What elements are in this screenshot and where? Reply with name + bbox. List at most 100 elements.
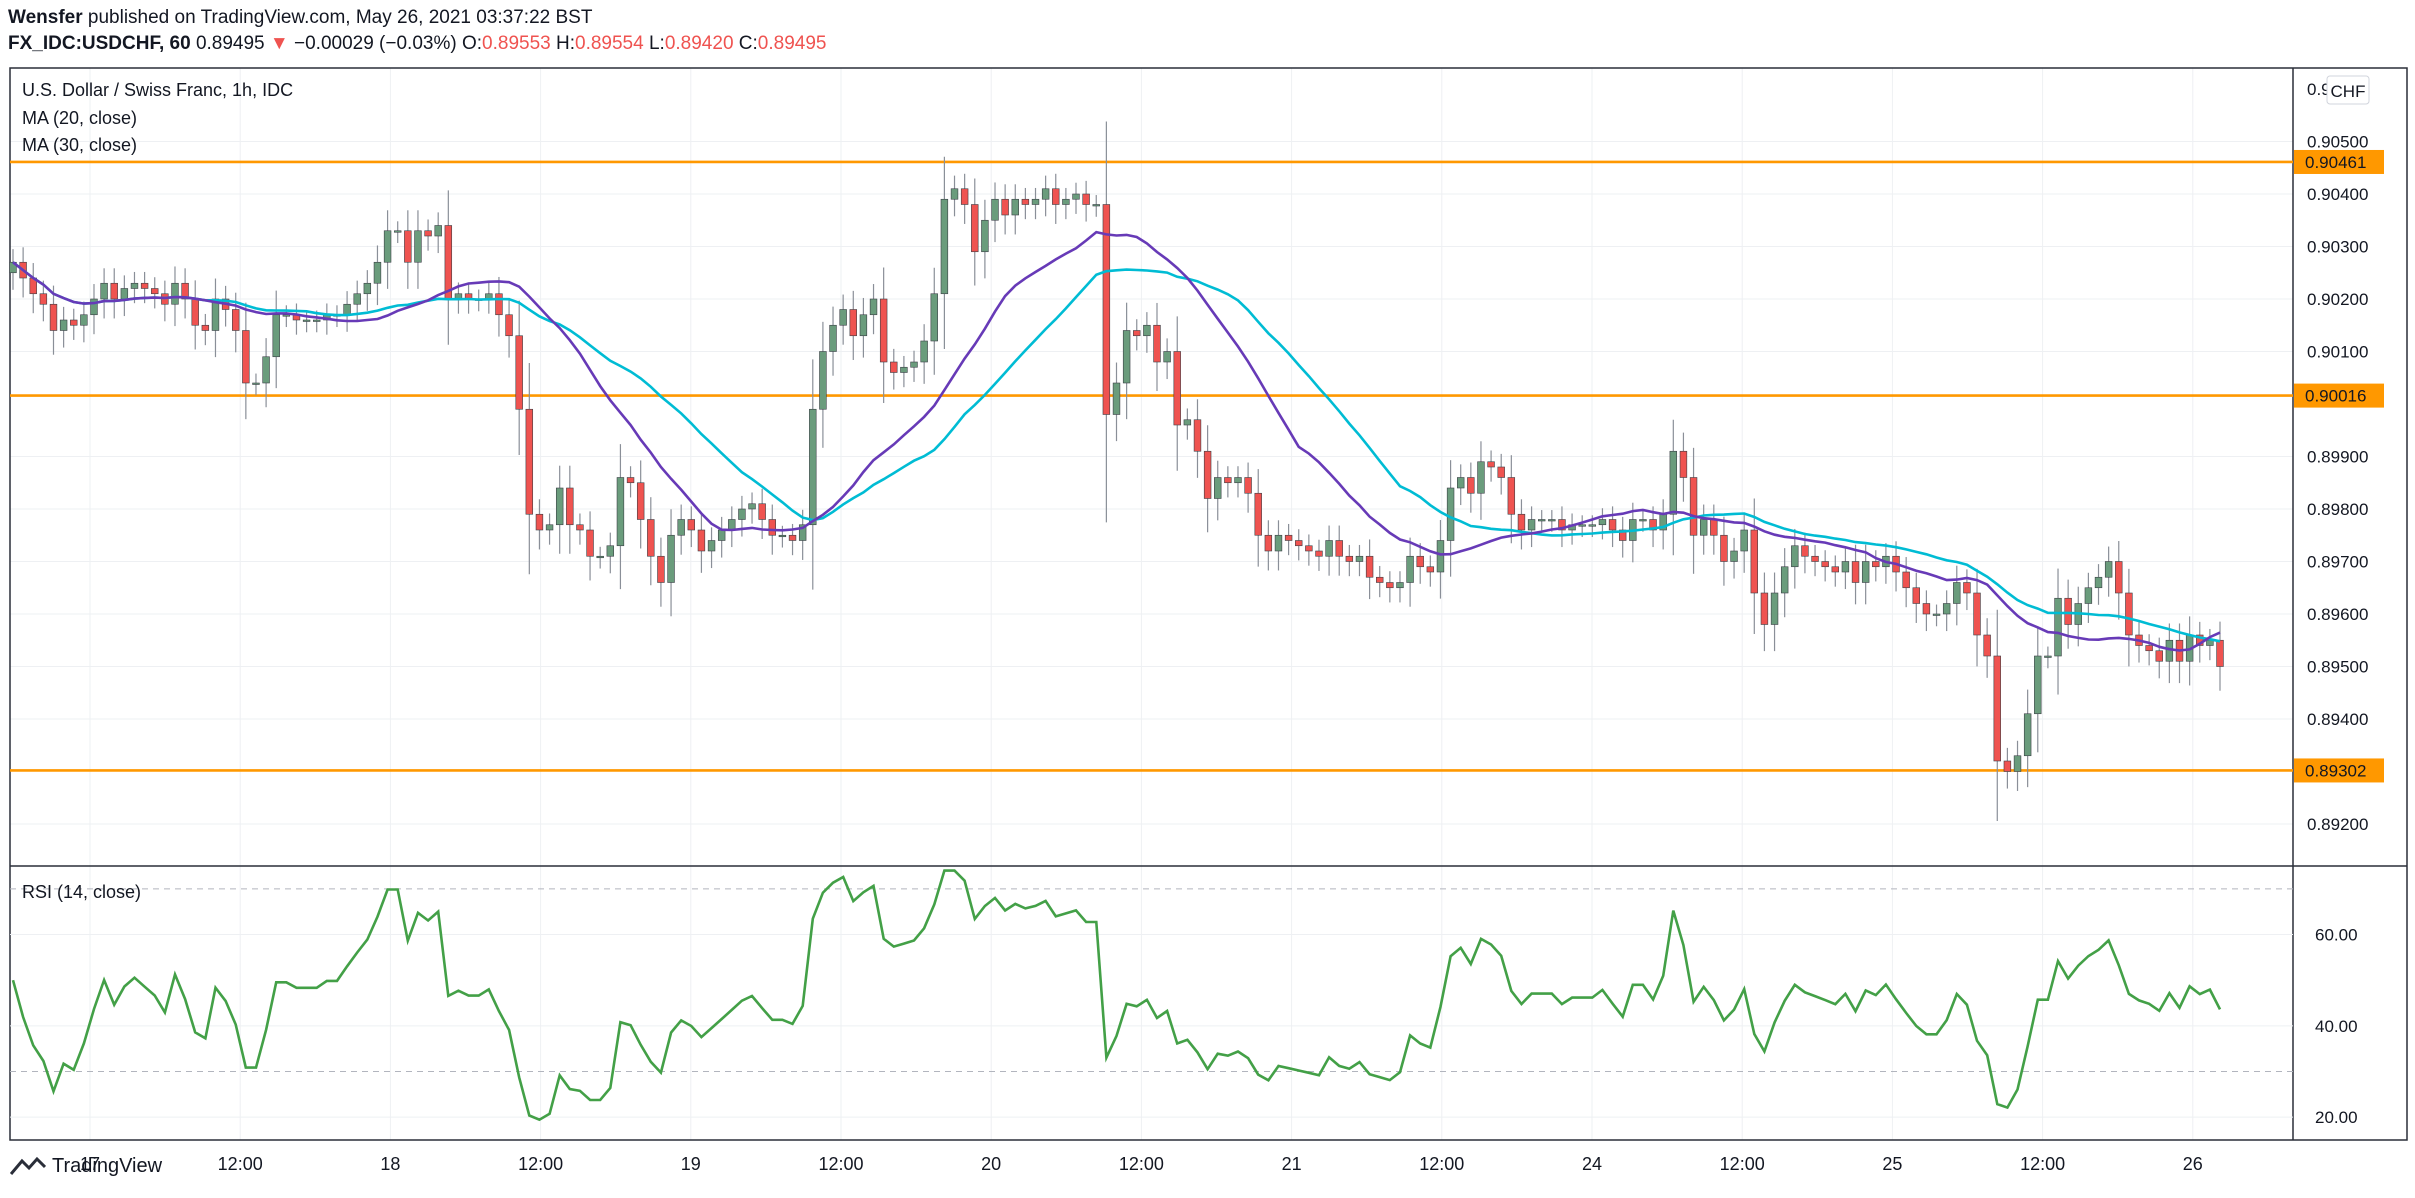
candle-down — [1922, 603, 1931, 615]
candle-up — [829, 324, 837, 352]
candle-up — [1183, 419, 1192, 426]
candle — [1092, 195, 1100, 217]
candle-down — [2125, 592, 2133, 636]
candle — [394, 221, 402, 244]
candle-down — [1497, 466, 1505, 478]
candle — [1386, 571, 1394, 603]
candle — [647, 497, 655, 586]
candle — [2094, 564, 2103, 605]
candle — [1416, 543, 1424, 584]
candle-up — [1406, 555, 1414, 583]
candle-up — [343, 303, 351, 316]
candle — [363, 270, 372, 311]
candle — [414, 210, 422, 289]
candle — [1710, 504, 1718, 555]
tradingview-logo[interactable]: TradingView — [10, 1155, 162, 1178]
candle — [809, 359, 817, 590]
candle-up — [1163, 351, 1171, 363]
candle — [1679, 432, 1688, 502]
candle — [2013, 740, 2022, 791]
candle — [1234, 466, 1242, 498]
candle-up — [667, 534, 675, 583]
price-tick-label: 0.89200 — [2307, 815, 2368, 834]
symbol-label[interactable]: FX_IDC:USDCHF, 60 — [8, 33, 191, 54]
published-text: published on TradingView.com, May 26, 20… — [87, 7, 593, 28]
rsi-pane: 60.00 40.00 20.00 — [10, 869, 2358, 1127]
candle-down — [657, 555, 665, 583]
candle-up — [1457, 477, 1465, 489]
candle-down — [1173, 351, 1181, 426]
candle — [616, 444, 625, 590]
candle-down — [788, 534, 797, 541]
ma20-legend[interactable]: MA (20, close) — [22, 108, 138, 128]
tradingview-icon — [10, 1156, 46, 1175]
candle — [1487, 450, 1495, 482]
candle-down — [576, 524, 584, 531]
candle-up — [1861, 561, 1870, 583]
candle — [49, 285, 58, 355]
candle — [1264, 520, 1273, 571]
x-tick-label: 18 — [380, 1154, 400, 1174]
ma20-line — [12, 230, 2221, 652]
candle — [1780, 548, 1789, 618]
candle-down — [1507, 477, 1516, 515]
candle-up — [596, 555, 604, 559]
candle — [1244, 462, 1252, 513]
close-label: C: — [738, 33, 758, 54]
candle-up — [778, 534, 787, 538]
candle — [90, 284, 98, 335]
candle-up — [394, 230, 402, 233]
candle — [39, 280, 48, 322]
candle — [687, 506, 695, 548]
candle-down — [232, 309, 240, 331]
candle — [252, 373, 260, 396]
candle-up — [80, 314, 88, 326]
candle-up — [1527, 519, 1536, 531]
candle-down — [1295, 540, 1303, 547]
candle-up — [869, 298, 878, 316]
candle — [900, 355, 908, 388]
ma30-line — [12, 261, 2221, 643]
candle-down — [1315, 550, 1323, 557]
candle-up — [1234, 477, 1242, 484]
candle — [707, 527, 716, 569]
ma30-legend[interactable]: MA (30, close) — [22, 135, 138, 155]
candle — [677, 504, 685, 555]
candle-down — [1376, 576, 1384, 583]
level-label: 0.90461 — [2305, 153, 2366, 172]
rsi-legend[interactable]: RSI (14, close) — [22, 882, 142, 902]
candle-down — [636, 482, 645, 520]
candle — [1021, 187, 1030, 220]
candle-up — [1214, 477, 1222, 499]
candle — [1497, 453, 1505, 495]
candle-down — [586, 529, 594, 557]
candle-down — [1558, 519, 1566, 531]
candle — [434, 212, 442, 254]
candle — [1851, 544, 1860, 605]
candle-up — [1092, 204, 1100, 207]
candle — [1527, 506, 1536, 548]
last-price: 0.89495 — [195, 33, 265, 54]
low-value: 0.89420 — [664, 33, 734, 54]
candle-down — [1963, 582, 1971, 594]
publisher-name[interactable]: Wensfer — [8, 7, 83, 28]
candle — [748, 492, 756, 524]
candle-up — [1699, 519, 1708, 536]
candle-up — [1791, 545, 1799, 568]
candle-down — [70, 319, 78, 326]
candle-down — [525, 408, 534, 515]
pane-title: U.S. Dollar / Swiss Franc, 1h, IDC — [22, 80, 294, 100]
candle — [657, 537, 665, 607]
candle — [191, 280, 199, 350]
candle-up — [373, 261, 382, 284]
candle — [991, 182, 999, 243]
candle-down — [1801, 545, 1809, 557]
candle — [930, 267, 938, 375]
candle — [1062, 187, 1070, 220]
candle-up — [1446, 487, 1455, 541]
candle-up — [59, 319, 68, 331]
candle — [2104, 546, 2113, 597]
candle — [717, 516, 726, 558]
x-tick-label: 12:00 — [1119, 1154, 1164, 1174]
